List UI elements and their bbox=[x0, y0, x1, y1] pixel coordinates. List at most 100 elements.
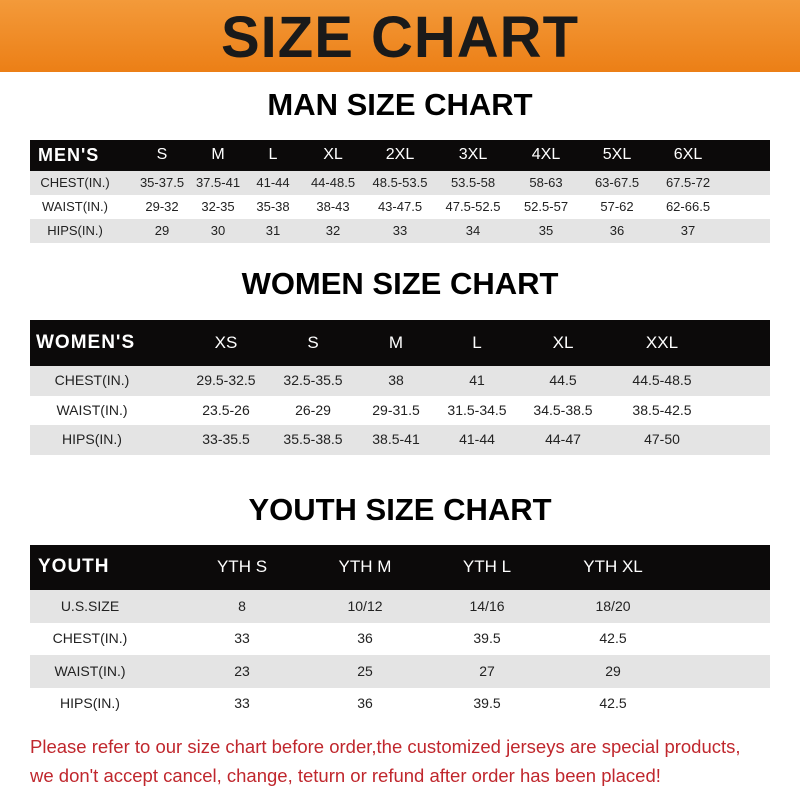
table-cell: 41-44 bbox=[459, 431, 495, 448]
table-cell: 62-66.5 bbox=[665, 199, 711, 215]
size-header: YTH M bbox=[338, 557, 392, 577]
size-header: 2XL bbox=[385, 145, 415, 163]
note-line-1: Please refer to our size chart before or… bbox=[30, 736, 741, 757]
row-label: U.S.SIZE bbox=[60, 597, 120, 614]
table-cell: 37.5-41 bbox=[195, 175, 241, 191]
table-cell: 14/16 bbox=[469, 597, 505, 614]
table-cell: 39.5 bbox=[473, 695, 501, 712]
table-cell: 32-35 bbox=[201, 199, 235, 215]
table-cell: 58-63 bbox=[529, 175, 563, 191]
table-cell: 18/20 bbox=[595, 597, 631, 614]
table-cell: 35.5-38.5 bbox=[283, 431, 343, 448]
table-cell: 44-48.5 bbox=[310, 175, 356, 191]
size-header: YTH L bbox=[462, 557, 512, 577]
table-row: WAIST(IN.) 23.5-26 26-29 29-31.5 31.5-34.5 34… bbox=[30, 395, 770, 425]
table-row: CHEST(IN.) 35-37.5 37.5-41 41-44 44-48.5 48.5… bbox=[30, 171, 770, 195]
row-label: WAIST(IN.) bbox=[54, 662, 126, 679]
table-header-label: MEN'S bbox=[38, 144, 100, 165]
row-label: HIPS(IN.) bbox=[47, 223, 103, 239]
table-cell: 30 bbox=[210, 223, 226, 239]
size-header: XL bbox=[323, 145, 343, 163]
table-cell: 29.5-32.5 bbox=[196, 372, 256, 389]
table-cell: 27 bbox=[479, 662, 495, 679]
header-banner: SIZE CHART bbox=[0, 0, 800, 72]
table-cell: 41 bbox=[469, 372, 485, 389]
table-cell: 38-43 bbox=[316, 199, 350, 215]
table-cell: 34.5-38.5 bbox=[533, 401, 593, 418]
table-cell: 63-67.5 bbox=[594, 175, 640, 191]
table-cell: 26-29 bbox=[295, 401, 331, 418]
size-header: XXL bbox=[645, 332, 679, 352]
table-cell: 57-62 bbox=[600, 199, 634, 215]
table-cell: 43-47.5 bbox=[377, 199, 423, 215]
table-row: CHEST(IN.) 33 36 39.5 42.5 bbox=[30, 622, 770, 655]
table-cell: 23.5-26 bbox=[202, 401, 250, 418]
table-cell: 44.5-48.5 bbox=[632, 372, 692, 389]
table-cell: 38.5-42.5 bbox=[632, 401, 692, 418]
table-header-label: YOUTH bbox=[38, 556, 110, 578]
table-row: CHEST(IN.) 29.5-32.5 32.5-35.5 38 41 44.5 44.5… bbox=[30, 366, 770, 396]
youth-chart-title: YOUTH SIZE CHART bbox=[248, 492, 552, 527]
table-cell: 33 bbox=[392, 223, 408, 239]
table-header-row: YOUTH YTH S YTH M YTH L YTH XL bbox=[30, 545, 770, 590]
table-row: WAIST(IN.) 29-32 32-35 35-38 38-43 43-47.5 47.… bbox=[30, 195, 770, 219]
size-header: YTH S bbox=[216, 557, 268, 577]
table-cell: 29 bbox=[605, 662, 621, 679]
table-cell: 38.5-41 bbox=[372, 431, 420, 448]
table-cell: 53.5-58 bbox=[450, 175, 496, 191]
table-header-label: WOMEN'S bbox=[36, 331, 136, 353]
size-header: YTH XL bbox=[583, 557, 643, 577]
table-cell: 31.5-34.5 bbox=[447, 401, 507, 418]
table-cell: 37 bbox=[680, 223, 696, 239]
table-cell: 25 bbox=[357, 662, 373, 679]
table-header-row: MEN'S S M L XL 2XL 3XL 4XL 5XL 6XL bbox=[30, 140, 770, 171]
size-header: 4XL bbox=[531, 145, 561, 163]
table-row: HIPS(IN.) 29 30 31 32 33 34 35 36 37 bbox=[30, 219, 770, 243]
table-cell: 48.5-53.5 bbox=[372, 175, 428, 191]
size-header: S bbox=[307, 332, 319, 352]
table-cell: 47-50 bbox=[644, 431, 680, 448]
table-cell: 32 bbox=[325, 223, 341, 239]
note-line-2: we don't accept cancel, change, teturn o… bbox=[30, 765, 661, 786]
table-cell: 39.5 bbox=[473, 630, 501, 647]
table-row: HIPS(IN.) 33 36 39.5 42.5 bbox=[30, 687, 770, 720]
row-label: CHEST(IN.) bbox=[40, 175, 110, 191]
table-row: U.S.SIZE 8 10/12 14/16 18/20 bbox=[30, 590, 770, 623]
row-label: WAIST(IN.) bbox=[56, 401, 128, 418]
size-header: M bbox=[211, 145, 225, 163]
table-cell: 34 bbox=[465, 223, 481, 239]
table-cell: 33 bbox=[234, 630, 250, 647]
table-cell: 29 bbox=[154, 223, 170, 239]
table-cell: 52.5-57 bbox=[523, 199, 569, 215]
women-chart-title: WOMEN SIZE CHART bbox=[241, 266, 559, 301]
table-cell: 44-47 bbox=[545, 431, 581, 448]
row-label: CHEST(IN.) bbox=[52, 630, 128, 647]
table-cell: 36 bbox=[609, 223, 625, 239]
table-cell: 44.5 bbox=[549, 372, 577, 389]
table-cell: 10/12 bbox=[347, 597, 383, 614]
table-header-row: WOMEN'S XS S M L XL XXL bbox=[30, 320, 770, 366]
table-row: WAIST(IN.) 23 25 27 29 bbox=[30, 655, 770, 688]
row-label: CHEST(IN.) bbox=[54, 372, 130, 389]
table-cell: 38 bbox=[388, 372, 404, 389]
table-cell: 8 bbox=[238, 597, 246, 614]
size-header: 6XL bbox=[673, 145, 703, 163]
man-chart-title: MAN SIZE CHART bbox=[267, 87, 533, 122]
table-cell: 31 bbox=[265, 223, 281, 239]
table-cell: 29-32 bbox=[145, 199, 179, 215]
table-cell: 32.5-35.5 bbox=[283, 372, 343, 389]
size-header: XL bbox=[552, 332, 574, 352]
size-header: L bbox=[472, 332, 482, 352]
size-header: M bbox=[388, 332, 404, 352]
table-cell: 42.5 bbox=[599, 630, 627, 647]
row-label: HIPS(IN.) bbox=[62, 431, 122, 448]
table-row: HIPS(IN.) 33-35.5 35.5-38.5 38.5-41 41-44 44-… bbox=[30, 425, 770, 455]
row-label: WAIST(IN.) bbox=[42, 199, 108, 215]
table-cell: 35-37.5 bbox=[139, 175, 185, 191]
table-cell: 35-38 bbox=[256, 199, 290, 215]
size-header: 5XL bbox=[602, 145, 632, 163]
table-cell: 33-35.5 bbox=[202, 431, 250, 448]
size-header: 3XL bbox=[458, 145, 488, 163]
table-cell: 29-31.5 bbox=[372, 401, 420, 418]
banner-title: SIZE CHART bbox=[221, 5, 579, 70]
